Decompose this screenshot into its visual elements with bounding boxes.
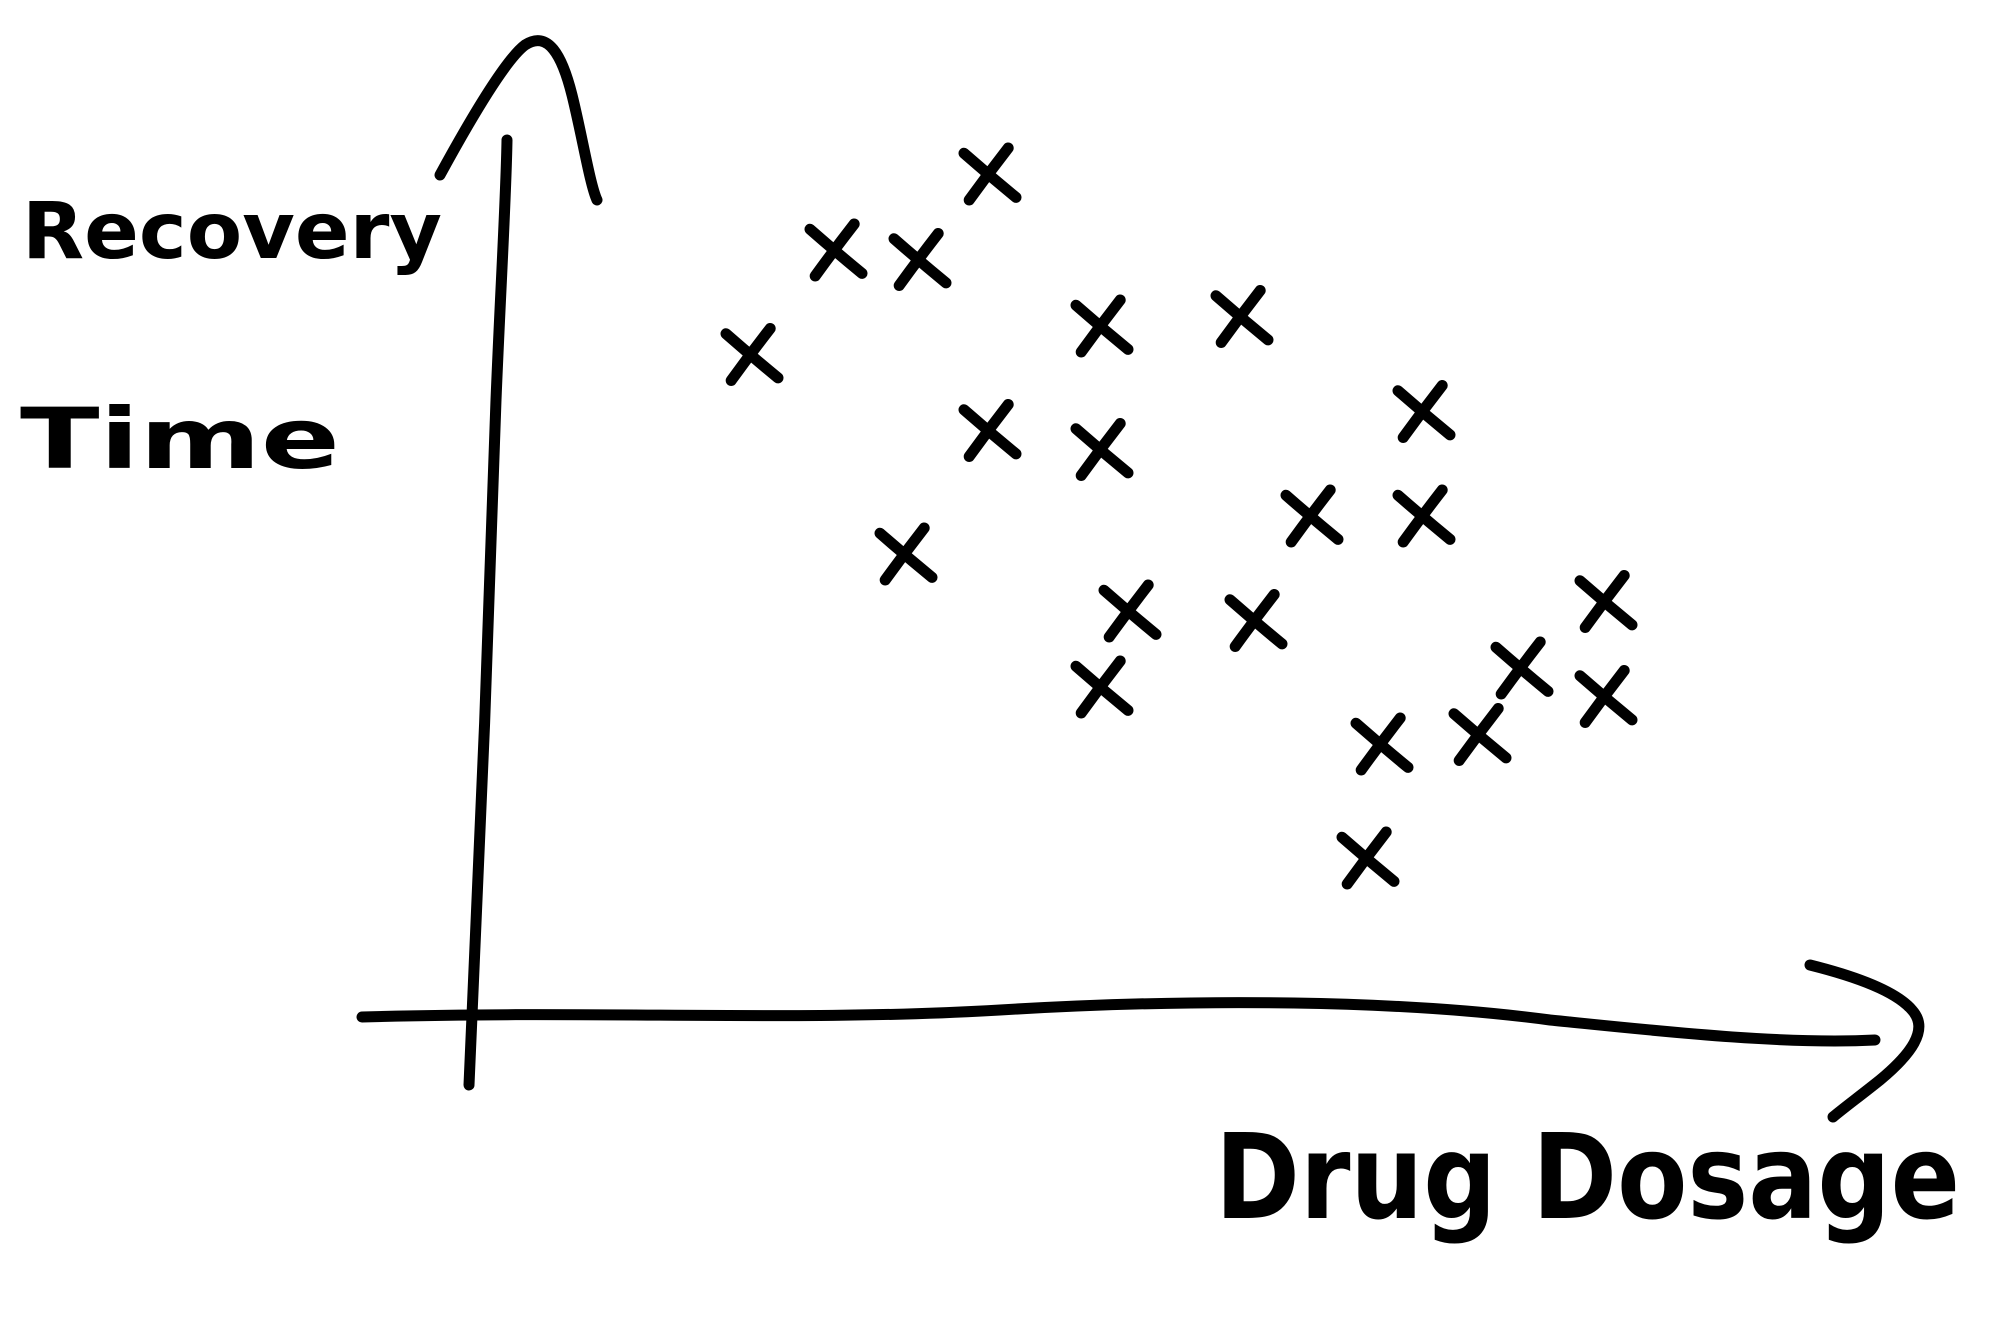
data-point-marker <box>958 399 1022 462</box>
data-point-marker <box>1336 826 1400 890</box>
data-point-marker <box>1098 579 1162 643</box>
data-point-marker <box>874 522 938 586</box>
data-point-marker <box>1070 655 1134 719</box>
y-axis-label-line1: Recovery <box>22 187 442 277</box>
data-point-marker <box>720 323 784 386</box>
data-point-marker <box>1448 703 1512 766</box>
x-axis-arrowhead <box>1804 959 1925 1123</box>
data-point-marker <box>1070 294 1134 358</box>
data-point-marker <box>804 218 868 282</box>
data-point-marker <box>888 228 952 291</box>
y-axis-label-line2: Time <box>20 390 340 488</box>
data-point-marker <box>1280 484 1344 548</box>
data-point-marker <box>1350 712 1414 776</box>
x-axis-label: Drug Dosage <box>1215 1108 1960 1246</box>
data-point-marker <box>1574 665 1638 728</box>
y-axis-line <box>463 134 513 1091</box>
data-point-marker <box>1070 418 1134 481</box>
data-point-marker <box>1224 589 1288 652</box>
data-point-marker <box>1210 285 1274 348</box>
data-point-marker <box>1490 636 1554 700</box>
data-point-marker <box>1392 380 1456 443</box>
data-points <box>720 142 1638 890</box>
data-point-marker <box>958 142 1022 206</box>
data-point-marker <box>1392 484 1456 548</box>
data-point-marker <box>1574 570 1638 633</box>
x-axis-line <box>356 997 1881 1047</box>
y-axis-arrowhead <box>434 35 603 206</box>
